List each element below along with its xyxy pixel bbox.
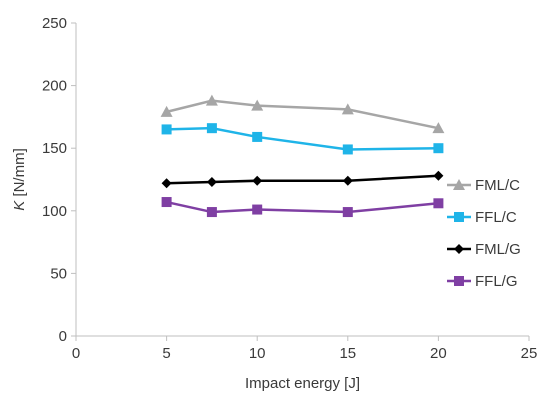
y-tick-labels: 0 50 100 150 200 250 <box>42 15 76 345</box>
y-tick-label: 0 <box>59 328 67 345</box>
data-point <box>433 170 444 181</box>
y-axis-title-symbol: K <box>11 200 28 211</box>
data-point <box>252 131 263 142</box>
legend-label: FFL/C <box>475 209 517 226</box>
x-tick-label: 20 <box>430 345 447 362</box>
data-point <box>160 105 173 117</box>
data-point <box>205 94 218 106</box>
x-tick-label: 15 <box>339 345 356 362</box>
data-point <box>433 143 444 154</box>
legend: FML/C FFL/C FML/G FFL/G <box>447 177 521 290</box>
data-point <box>433 198 444 209</box>
data-point <box>161 197 172 208</box>
y-axis-title-unit: [N/mm] <box>11 148 28 201</box>
x-tick-label: 5 <box>162 345 170 362</box>
data-point <box>432 122 445 134</box>
data-point <box>342 175 353 186</box>
legend-label: FML/G <box>475 241 521 258</box>
x-tick-label: 0 <box>72 345 80 362</box>
series-ffl-c <box>161 123 444 155</box>
legend-entry: FML/G <box>447 241 521 258</box>
data-point <box>206 123 217 134</box>
data-point <box>161 178 172 189</box>
x-tick-label: 10 <box>249 345 266 362</box>
legend-marker <box>454 212 464 222</box>
legend-entry: FFL/C <box>447 209 517 226</box>
series-layer <box>160 94 445 218</box>
y-tick-label: 150 <box>42 140 67 157</box>
data-point <box>251 99 264 111</box>
legend-entry: FML/C <box>447 177 520 194</box>
data-point <box>342 144 353 155</box>
y-tick-label: 100 <box>42 203 67 220</box>
series-ffl-g <box>161 197 444 218</box>
data-point <box>206 177 217 188</box>
legend-marker <box>454 244 464 254</box>
legend-entry: FFL/G <box>447 273 518 290</box>
data-point <box>341 103 354 115</box>
legend-marker <box>453 179 465 190</box>
data-point <box>342 207 353 218</box>
y-tick-label: 250 <box>42 15 67 32</box>
data-point <box>252 175 263 186</box>
series-fml-g <box>161 170 444 189</box>
data-point <box>206 207 217 218</box>
x-tick-labels: 0 5 10 15 20 25 <box>72 336 538 362</box>
legend-marker <box>454 276 464 286</box>
data-point <box>161 124 172 135</box>
x-tick-label: 25 <box>521 345 538 362</box>
x-axis-title: Impact energy [J] <box>245 375 360 392</box>
legend-label: FFL/G <box>475 273 518 290</box>
y-axis-title: K [N/mm] <box>11 148 28 211</box>
series-fml-c <box>160 94 445 134</box>
legend-label: FML/C <box>475 177 520 194</box>
data-point <box>252 204 263 215</box>
axes <box>75 23 529 337</box>
y-tick-label: 200 <box>42 78 67 95</box>
y-tick-label: 50 <box>50 265 67 282</box>
